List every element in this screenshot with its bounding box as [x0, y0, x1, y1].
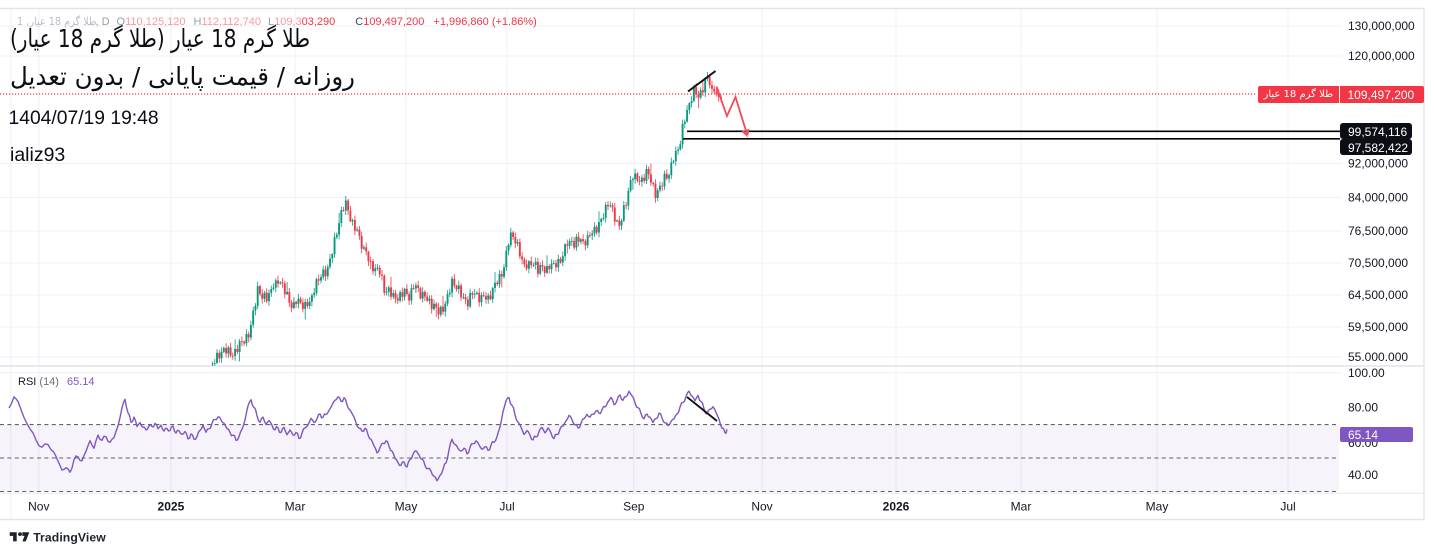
- svg-text:100.00: 100.00: [1348, 366, 1385, 380]
- svg-text:2026: 2026: [883, 500, 910, 514]
- svg-text:84,000,000: 84,000,000: [1348, 191, 1408, 205]
- svg-text:Jul: Jul: [1280, 500, 1295, 514]
- svg-text:Nov: Nov: [28, 500, 49, 514]
- svg-text:May: May: [395, 500, 418, 514]
- svg-text:130,000,000: 130,000,000: [1348, 19, 1415, 33]
- svg-text:Jul: Jul: [499, 500, 514, 514]
- svg-text:64,500,000: 64,500,000: [1348, 288, 1408, 302]
- svg-text:59,500,000: 59,500,000: [1348, 320, 1408, 334]
- svg-text:Sep: Sep: [623, 500, 645, 514]
- svg-text:55.000.000: 55.000.000: [1348, 350, 1408, 364]
- svg-text:40.00: 40.00: [1348, 468, 1378, 482]
- svg-text:May: May: [1146, 500, 1169, 514]
- svg-text:70,500,000: 70,500,000: [1348, 256, 1408, 270]
- svg-text:TradingView: TradingView: [33, 531, 106, 545]
- svg-text:120,000,000: 120,000,000: [1348, 49, 1415, 63]
- svg-text:Mar: Mar: [1011, 500, 1032, 514]
- svg-text:Mar: Mar: [285, 500, 306, 514]
- svg-text:76,500,000: 76,500,000: [1348, 224, 1408, 238]
- svg-text:80.00: 80.00: [1348, 401, 1378, 415]
- svg-text:Nov: Nov: [751, 500, 772, 514]
- svg-text:92,000,000: 92,000,000: [1348, 157, 1408, 171]
- svg-text:2025: 2025: [158, 500, 185, 514]
